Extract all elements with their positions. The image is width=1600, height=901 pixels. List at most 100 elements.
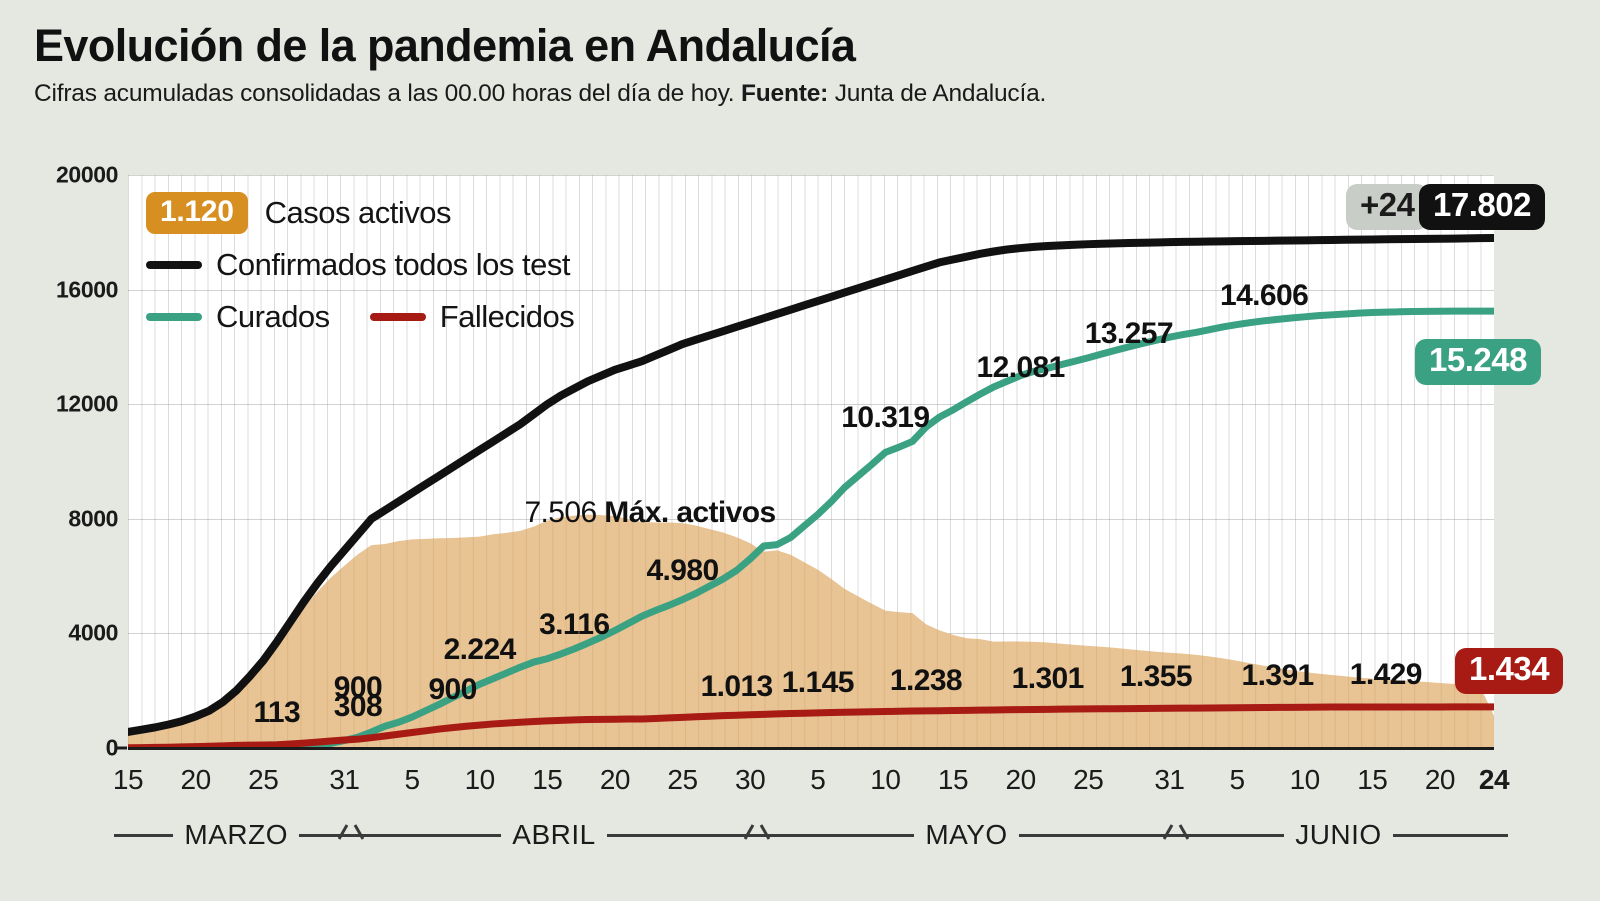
legend-activos-value: 1.120 — [146, 192, 248, 234]
fallecidos-point-label-1: 308 — [333, 690, 383, 724]
month-separator-icon — [338, 821, 365, 843]
month-rule-left — [749, 833, 915, 837]
x-tick-label-15: 31 — [1154, 764, 1185, 795]
fallecidos-point-label-0: 113 — [253, 695, 301, 729]
month-rule-right — [1018, 833, 1184, 837]
month-band-abril: ABRIL — [343, 815, 765, 855]
x-tick-label-18: 15 — [1357, 764, 1388, 795]
badge-curados-total: 15.248 — [1415, 339, 1541, 385]
x-tick-label-11: 10 — [870, 764, 901, 795]
x-tick-label-3: 31 — [329, 764, 360, 795]
subtitle-source-label: Fuente: — [741, 80, 829, 108]
x-tick-label-6: 15 — [532, 764, 563, 795]
y-tick-dash-0 — [116, 746, 127, 750]
legend-curados-label: Curados — [216, 299, 330, 334]
y-tick-label-0: 0 — [105, 734, 119, 761]
month-separator-icon — [743, 821, 770, 843]
month-label: ABRIL — [512, 819, 596, 850]
fallecidos-point-label-6: 1.301 — [1011, 661, 1085, 695]
curados-point-label-6: 13.257 — [1084, 317, 1174, 351]
plot-area — [128, 175, 1494, 748]
month-rule-right — [606, 833, 765, 837]
header: Evolución de la pandemia en Andalucía Ci… — [34, 22, 1574, 108]
page-title: Evolución de la pandemia en Andalucía — [34, 20, 856, 71]
series-line-fallecidos — [128, 707, 1494, 748]
x-tick-label-14: 25 — [1073, 764, 1104, 795]
fallecidos-point-label-9: 1.429 — [1349, 658, 1423, 692]
fallecidos-point-label-8: 1.391 — [1241, 659, 1315, 693]
x-tick-label-7: 20 — [599, 764, 631, 795]
curados-point-label-0: 900 — [333, 671, 383, 705]
legend-confirmados-label: Confirmados todos los test — [216, 247, 571, 282]
x-tick-label-5: 10 — [464, 764, 496, 795]
y-tick-label-16000: 16000 — [56, 276, 118, 303]
max-activos-annotation: 7.506 Máx. activos — [524, 496, 776, 530]
month-rule-left — [1168, 833, 1285, 837]
month-band-mayo: MAYO — [749, 815, 1184, 855]
month-label: JUNIO — [1295, 819, 1382, 850]
legend-item-curados-fallecidos: Curados Fallecidos — [146, 292, 846, 342]
badge-fallecidos-total: 1.434 — [1455, 648, 1564, 694]
curados-point-label-5: 12.081 — [976, 350, 1066, 384]
x-tick-label-20: 24 — [1478, 764, 1510, 795]
x-tick-label-2: 25 — [248, 764, 279, 795]
badge-confirmados-delta: +24 — [1346, 184, 1429, 230]
series-line-confirmados — [128, 238, 1494, 732]
fallecidos-point-label-2: 900 — [428, 673, 477, 707]
x-tick-label-19: 20 — [1424, 764, 1456, 795]
x-tick-label-13: 20 — [1005, 764, 1037, 795]
fallecidos-point-label-7: 1.355 — [1119, 660, 1193, 694]
month-separator-icon — [1163, 821, 1190, 843]
gridline-12000 — [128, 404, 1494, 406]
x-tick-label-1: 20 — [180, 764, 212, 795]
fallecidos-point-label-3: 1.013 — [700, 669, 774, 703]
curados-point-label-1: 2.224 — [443, 633, 517, 667]
fallecidos-point-label-4: 1.145 — [781, 666, 855, 700]
y-tick-label-8000: 8000 — [68, 505, 118, 532]
month-label: MARZO — [184, 819, 288, 850]
curados-point-label-2: 3.116 — [539, 607, 610, 641]
curados-point-label-7: 14.606 — [1219, 278, 1309, 312]
plot-frame — [128, 175, 1494, 750]
month-rule-left — [343, 833, 502, 837]
gridline-20000 — [128, 175, 1494, 176]
x-tick-label-9: 30 — [735, 764, 766, 795]
legend-activos-label: Casos activos — [264, 195, 452, 230]
series-layer — [128, 175, 1494, 748]
x-tick-label-8: 25 — [667, 764, 698, 795]
legend-item-casos-activos: 1.120 Casos activos — [146, 188, 846, 238]
subtitle-text-pre: Cifras acumuladas consolidadas a las 00.… — [34, 80, 742, 108]
max-activos-text: Máx. activos — [604, 496, 776, 529]
y-tick-label-12000: 12000 — [56, 390, 118, 417]
month-rule-right — [299, 833, 359, 837]
x-tick-label-4: 5 — [404, 764, 420, 795]
badge-confirmados-total: 17.802 — [1419, 184, 1545, 230]
legend-item-confirmados: Confirmados todos los test — [146, 240, 846, 290]
legend-curados-swatch-icon — [146, 313, 202, 321]
x-tick-label-17: 10 — [1289, 764, 1321, 795]
x-tick-label-16: 5 — [1229, 764, 1245, 795]
legend-confirmados-swatch-icon — [146, 261, 202, 269]
y-tick-label-4000: 4000 — [68, 619, 118, 646]
month-band-marzo: MARZO — [114, 815, 359, 855]
x-tick-label-0: 15 — [112, 764, 144, 795]
curados-point-label-3: 4.980 — [646, 554, 719, 588]
fallecidos-point-label-5: 1.238 — [889, 663, 963, 697]
month-band-junio: JUNIO — [1168, 815, 1508, 855]
legend-fallecidos-swatch-icon — [369, 313, 426, 321]
legend-fallecidos-label: Fallecidos — [439, 299, 575, 334]
y-tick-label-20000: 20000 — [56, 161, 118, 188]
x-axis-baseline — [128, 747, 1494, 750]
month-rule-left — [114, 833, 174, 837]
x-tick-label-10: 5 — [810, 764, 826, 795]
month-label: MAYO — [925, 819, 1008, 850]
chart-subtitle: Cifras acumuladas consolidadas a las 00.… — [34, 80, 1574, 108]
x-tick-label-12: 15 — [937, 764, 969, 795]
subtitle-source-value: Junta de Andalucía. — [828, 80, 1047, 108]
curados-point-label-4: 10.319 — [841, 401, 930, 435]
gridline-16000 — [128, 289, 1494, 291]
max-activos-value: 7.506 — [524, 496, 597, 529]
chart-legend: 1.120 Casos activos Confirmados todos lo… — [146, 188, 846, 342]
month-rule-right — [1392, 833, 1508, 837]
